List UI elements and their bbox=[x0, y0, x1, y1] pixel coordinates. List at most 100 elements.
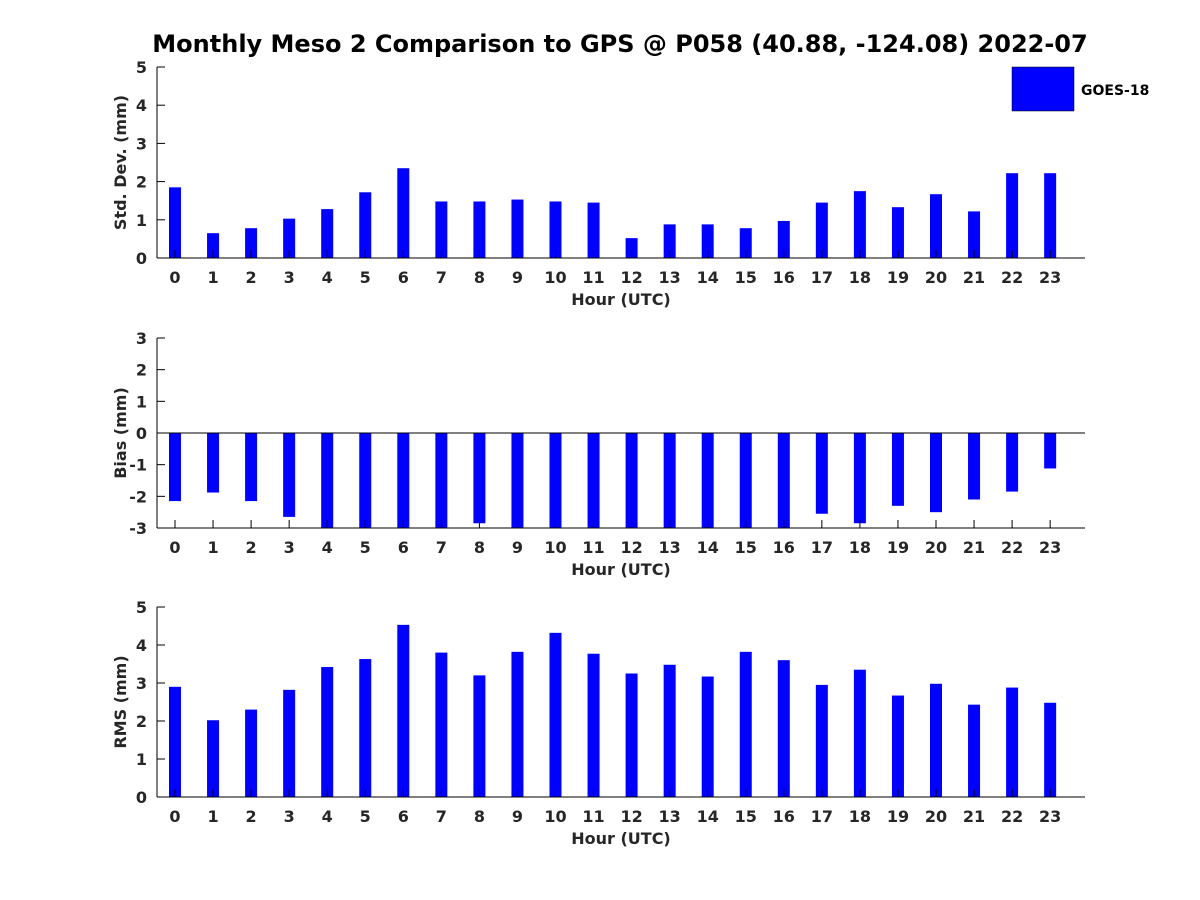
x-tick-label-p1: 10 bbox=[544, 268, 566, 287]
x-tick-label-p2: 2 bbox=[246, 538, 257, 557]
bar-p2-h7 bbox=[435, 433, 448, 528]
x-tick-label-p3: 2 bbox=[246, 807, 257, 826]
bar-p3-h4 bbox=[321, 667, 334, 797]
x-tick-label-p1: 8 bbox=[474, 268, 485, 287]
bar-p3-h0 bbox=[169, 686, 181, 797]
x-tick-label-p1: 15 bbox=[735, 268, 757, 287]
y-tick-label-p1: 3 bbox=[136, 134, 147, 153]
x-tick-label-p1: 5 bbox=[360, 268, 371, 287]
bar-p2-h17 bbox=[815, 433, 828, 514]
y-tick-label-p1: 1 bbox=[136, 211, 147, 230]
x-tick-label-p3: 14 bbox=[697, 807, 719, 826]
x-tick-label-p2: 17 bbox=[811, 538, 833, 557]
bar-p1-h12 bbox=[625, 238, 638, 258]
bar-p2-h22 bbox=[1006, 433, 1019, 492]
x-tick-label-p2: 21 bbox=[963, 538, 985, 557]
bar-p1-h8 bbox=[473, 201, 486, 258]
x-tick-label-p2: 11 bbox=[582, 538, 604, 557]
x-tick-label-p3: 20 bbox=[925, 807, 947, 826]
x-tick-label-p3: 15 bbox=[735, 807, 757, 826]
bar-p1-h6 bbox=[397, 168, 410, 258]
bar-p1-h7 bbox=[435, 201, 448, 258]
x-tick-label-p3: 0 bbox=[169, 807, 180, 826]
bar-p3-h8 bbox=[473, 675, 486, 797]
x-tick-label-p1: 22 bbox=[1001, 268, 1023, 287]
bar-p2-h15 bbox=[739, 433, 752, 528]
bar-p1-h2 bbox=[245, 228, 258, 258]
x-tick-label-p3: 18 bbox=[849, 807, 871, 826]
x-axis-label-p1: Hour (UTC) bbox=[571, 290, 671, 309]
bar-p2-h13 bbox=[663, 433, 676, 528]
x-tick-label-p2: 13 bbox=[659, 538, 681, 557]
bar-p2-h5 bbox=[359, 433, 372, 528]
x-tick-label-p1: 7 bbox=[436, 268, 447, 287]
x-tick-label-p3: 12 bbox=[620, 807, 642, 826]
bar-p1-h3 bbox=[283, 218, 296, 258]
bar-p3-h11 bbox=[587, 653, 600, 797]
bar-p3-h12 bbox=[625, 673, 638, 797]
bar-p2-h14 bbox=[701, 433, 714, 528]
bar-p2-h9 bbox=[511, 433, 524, 528]
bar-p3-h7 bbox=[435, 652, 448, 797]
legend-label: GOES-18 bbox=[1081, 83, 1149, 99]
bar-p3-h22 bbox=[1006, 687, 1019, 797]
bar-p1-h20 bbox=[930, 194, 942, 258]
bar-p3-h23 bbox=[1044, 702, 1057, 797]
y-tick-label-p3: 3 bbox=[136, 674, 147, 693]
bar-p2-h10 bbox=[549, 433, 562, 528]
bar-p3-h9 bbox=[511, 651, 524, 797]
x-tick-label-p2: 15 bbox=[735, 538, 757, 557]
y-tick-label-p3: 4 bbox=[136, 636, 147, 655]
x-tick-label-p3: 17 bbox=[811, 807, 833, 826]
bar-p1-h16 bbox=[777, 220, 790, 258]
x-axis-label-p3: Hour (UTC) bbox=[571, 829, 671, 848]
x-tick-label-p2: 20 bbox=[925, 538, 947, 557]
bar-p3-h15 bbox=[739, 651, 752, 797]
bar-p1-h18 bbox=[853, 191, 866, 258]
bar-p2-h19 bbox=[891, 433, 904, 506]
bar-p3-h14 bbox=[701, 676, 714, 797]
x-tick-label-p3: 5 bbox=[360, 807, 371, 826]
bar-p1-h9 bbox=[511, 199, 524, 258]
x-tick-label-p1: 23 bbox=[1039, 268, 1061, 287]
x-tick-label-p1: 20 bbox=[925, 268, 947, 287]
bar-p1-h22 bbox=[1006, 173, 1019, 258]
bar-p2-h6 bbox=[397, 433, 410, 528]
x-tick-label-p3: 7 bbox=[436, 807, 447, 826]
y-tick-label-p2: 1 bbox=[136, 392, 147, 411]
x-tick-label-p2: 3 bbox=[284, 538, 295, 557]
x-tick-label-p3: 10 bbox=[544, 807, 566, 826]
bar-p1-h4 bbox=[321, 209, 334, 258]
bar-p1-h14 bbox=[701, 224, 714, 258]
y-tick-label-p3: 1 bbox=[136, 750, 147, 769]
x-tick-label-p3: 8 bbox=[474, 807, 485, 826]
x-tick-label-p1: 1 bbox=[207, 268, 218, 287]
x-tick-label-p1: 9 bbox=[512, 268, 523, 287]
x-tick-label-p2: 1 bbox=[207, 538, 218, 557]
bar-p2-h20 bbox=[930, 433, 942, 513]
x-tick-label-p3: 22 bbox=[1001, 807, 1023, 826]
x-tick-label-p3: 1 bbox=[207, 807, 218, 826]
x-tick-label-p1: 11 bbox=[582, 268, 604, 287]
y-tick-label-p2: -2 bbox=[129, 487, 147, 506]
y-tick-label-p3: 2 bbox=[136, 712, 147, 731]
bar-p2-h2 bbox=[245, 433, 258, 502]
bar-p2-h1 bbox=[207, 433, 220, 493]
x-tick-label-p2: 23 bbox=[1039, 538, 1061, 557]
x-tick-label-p1: 12 bbox=[620, 268, 642, 287]
x-tick-label-p2: 22 bbox=[1001, 538, 1023, 557]
bar-p3-h1 bbox=[207, 720, 220, 797]
y-tick-label-p3: 5 bbox=[136, 598, 147, 617]
bar-p3-h10 bbox=[549, 632, 562, 797]
bar-p2-h16 bbox=[777, 433, 790, 528]
bar-p1-h13 bbox=[663, 224, 676, 258]
legend-swatch bbox=[1011, 66, 1075, 112]
bar-p2-h0 bbox=[169, 433, 181, 502]
bar-p3-h2 bbox=[245, 709, 258, 797]
x-tick-label-p2: 7 bbox=[436, 538, 447, 557]
x-tick-label-p1: 21 bbox=[963, 268, 985, 287]
bar-p1-h23 bbox=[1044, 173, 1057, 258]
y-tick-label-p2: -3 bbox=[129, 519, 147, 538]
x-tick-label-p2: 5 bbox=[360, 538, 371, 557]
